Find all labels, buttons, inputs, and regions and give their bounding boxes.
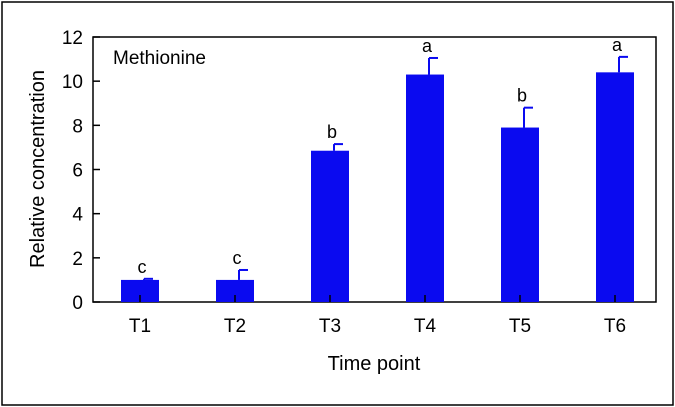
bar-T4 xyxy=(406,74,444,303)
x-tick-label-T3: T3 xyxy=(319,316,341,337)
x-axis-title: Time point xyxy=(328,353,421,375)
significance-label-T6: a xyxy=(612,35,623,55)
x-tick-label-T1: T1 xyxy=(129,316,151,337)
bar-T5 xyxy=(501,127,539,303)
significance-label-T1: c xyxy=(138,257,147,277)
error-bars-group xyxy=(143,55,628,280)
y-tick-label: 2 xyxy=(72,249,83,270)
y-tick-label: 6 xyxy=(72,161,83,182)
significance-label-T5: b xyxy=(517,86,527,106)
chart-annotation: Methionine xyxy=(113,48,206,69)
y-tick-label: 0 xyxy=(72,293,83,314)
x-axis: T1 T2 T3 T4 T5 T6 xyxy=(129,295,626,337)
y-tick-label: 8 xyxy=(72,116,83,137)
y-tick-label: 12 xyxy=(62,28,83,49)
y-tick-label: 4 xyxy=(72,205,83,226)
y-axis-title: Relative concentration xyxy=(27,70,49,268)
bar-T2 xyxy=(216,279,254,302)
significance-labels-group: c c b a b a xyxy=(138,35,623,277)
bar-T6 xyxy=(596,72,634,302)
bars-group xyxy=(121,72,634,303)
x-tick-label-T6: T6 xyxy=(604,316,626,337)
x-tick-label-T2: T2 xyxy=(224,316,246,337)
significance-label-T2: c xyxy=(233,248,242,268)
x-tick-label-T5: T5 xyxy=(509,316,531,337)
bar-T3 xyxy=(311,150,349,302)
significance-label-T4: a xyxy=(422,36,433,56)
x-tick-label-T4: T4 xyxy=(414,316,437,337)
significance-label-T3: b xyxy=(327,122,337,142)
bar-T1 xyxy=(121,279,159,302)
y-tick-label: 10 xyxy=(62,72,83,93)
y-axis: 0 2 4 6 8 10 12 xyxy=(62,28,100,314)
